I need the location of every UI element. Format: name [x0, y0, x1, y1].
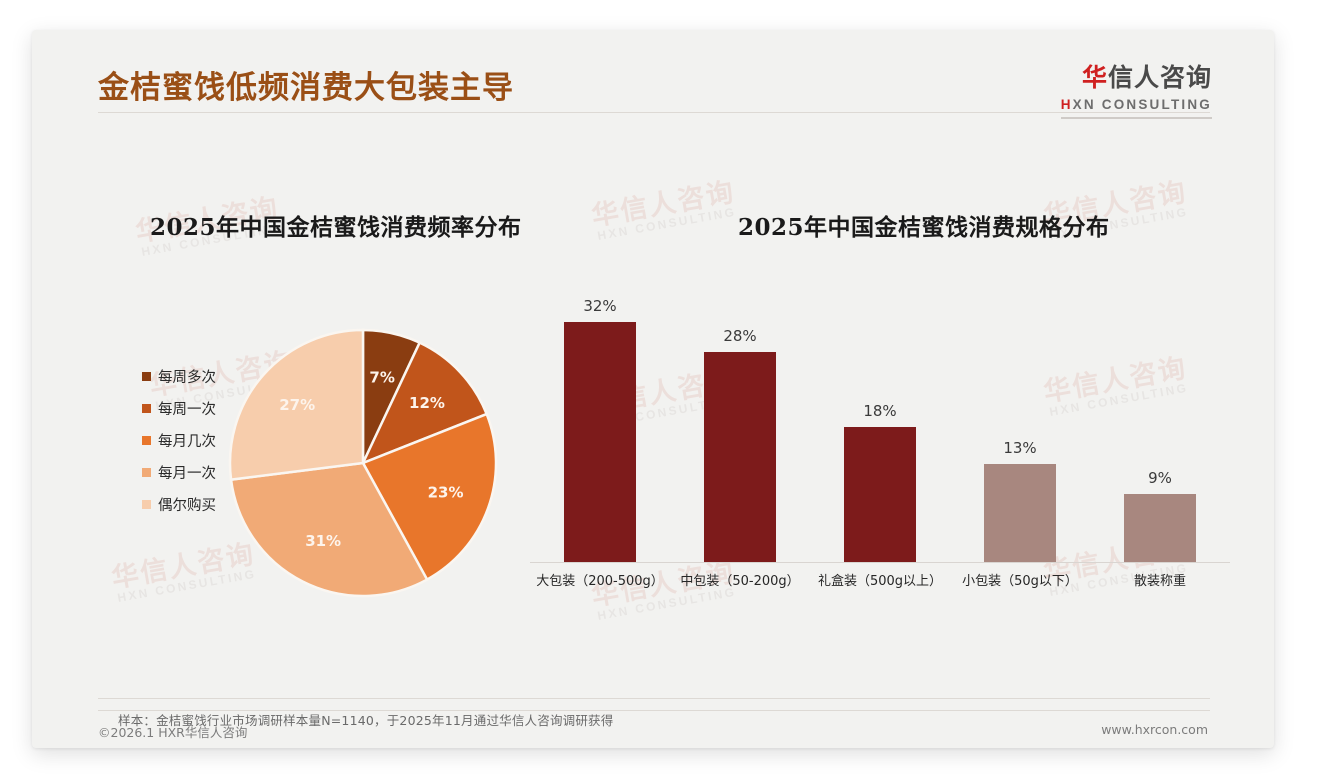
pie-slice[interactable]: [360, 340, 489, 466]
slide-footer: ©2026.1 HXR华信人咨询 www.hxrcon.com: [32, 710, 1274, 748]
bar-rect[interactable]: [704, 351, 776, 562]
logo-english: HXN CONSULTING: [1061, 97, 1212, 112]
watermark-en: HXN CONSULTING: [596, 205, 738, 244]
pie-slice[interactable]: [229, 461, 429, 598]
sample-footnote: 样本：金桔蜜饯行业市场调研样本量N=1140，于2025年11月通过华信人咨询调…: [118, 713, 614, 728]
footnote-divider: [98, 698, 1210, 699]
logo-underline: [1060, 117, 1212, 119]
bar-category-label: 大包装（200-500g）: [536, 574, 664, 589]
logo-chinese-rest: 信人咨询: [1107, 63, 1212, 92]
bar-category-label: 中包装（50-200g）: [680, 574, 800, 589]
bar-column[interactable]: 18%: [844, 402, 916, 562]
legend-swatch-icon: [142, 435, 151, 445]
pie-legend-item[interactable]: 偶尔购买: [142, 488, 216, 520]
pie-svg: 7% 12% 23% 31% 27%: [228, 328, 498, 598]
bar-rect[interactable]: [984, 464, 1056, 562]
bar-value-label: 13%: [1003, 439, 1037, 458]
bar-column[interactable]: 32%: [564, 297, 636, 562]
bar-column[interactable]: 9%: [1124, 469, 1196, 562]
bar-baseline-axis: [530, 562, 1230, 563]
pie-legend-label: 每月一次: [158, 465, 216, 482]
bar-value-label: 32%: [583, 296, 617, 315]
legend-swatch-icon: [142, 499, 151, 509]
logo-english-accent: H: [1060, 97, 1073, 112]
right-chart-title: 2025年中国金桔蜜饯消费规格分布: [738, 214, 1110, 241]
pie-legend: 每周多次每周一次每月几次每月一次偶尔购买: [142, 360, 216, 520]
bar-column[interactable]: 28%: [704, 327, 776, 562]
bar-value-label: 18%: [863, 401, 897, 420]
pie-slice-value: 31%: [305, 532, 341, 550]
bar-value-label: 9%: [1148, 469, 1172, 488]
copyright-text: ©2026.1 HXR华信人咨询: [98, 725, 248, 740]
pie-slice-value: 23%: [428, 484, 464, 502]
pie-legend-item[interactable]: 每周多次: [142, 360, 216, 392]
pie-legend-label: 每周多次: [158, 369, 216, 386]
left-chart-title: 2025年中国金桔蜜饯消费频率分布: [150, 214, 522, 241]
pie-legend-item[interactable]: 每月一次: [142, 456, 216, 488]
legend-swatch-icon: [142, 403, 151, 413]
slide-header: 金桔蜜饯低频消费大包装主导 华信人咨询 HXN CONSULTING: [32, 30, 1274, 130]
slide-card: 华信人咨询 HXN CONSULTING 华信人咨询 HXN CONSULTIN…: [32, 30, 1274, 748]
watermark-cn: 华信人咨询: [589, 176, 738, 232]
pie-slice[interactable]: [228, 328, 365, 482]
pie-slice-value: 12%: [409, 394, 445, 412]
bar-category-label: 散装称重: [1133, 574, 1186, 589]
frequency-pie-chart: 每周多次每周一次每月几次每月一次偶尔购买 7% 12% 23% 31% 27%: [132, 310, 532, 620]
header-divider: [98, 112, 1210, 113]
bar-plot-area: 32% 28% 18% 13% 9%: [530, 280, 1230, 563]
website-url[interactable]: www.hxrcon.com: [1101, 722, 1208, 737]
bar-rect[interactable]: [1124, 494, 1196, 562]
pie-legend-label: 每月几次: [158, 433, 216, 450]
page-title: 金桔蜜饯低频消费大包装主导: [98, 70, 514, 106]
watermark: 华信人咨询 HXN CONSULTING: [589, 176, 740, 244]
brand-logo: 华信人咨询 HXN CONSULTING: [1060, 58, 1212, 119]
pie-slice-value: 7%: [369, 368, 394, 386]
pie-slice[interactable]: [361, 412, 498, 582]
spec-bar-chart: 32% 28% 18% 13% 9% 大包装（200-500g） 中包装（50-200g）…: [530, 280, 1230, 600]
logo-accent-char: 华: [1081, 63, 1108, 92]
bar-category-label: 礼盒装（500g以上）: [817, 574, 943, 589]
bar-rect[interactable]: [844, 426, 916, 562]
pie-slice-value: 27%: [279, 396, 315, 414]
logo-chinese: 华信人咨询: [1061, 58, 1212, 94]
pie-legend-label: 偶尔购买: [158, 497, 216, 514]
footer-divider: [98, 710, 1210, 711]
bar-category-label: 小包装（50g以下）: [962, 574, 1078, 589]
legend-swatch-icon: [142, 467, 151, 477]
bar-column[interactable]: 13%: [984, 439, 1056, 562]
legend-swatch-icon: [142, 371, 151, 381]
pie-legend-item[interactable]: 每周一次: [142, 392, 216, 424]
bar-rect[interactable]: [564, 321, 636, 562]
pie-legend-label: 每周一次: [158, 401, 216, 418]
logo-english-rest: XN CONSULTING: [1072, 97, 1212, 112]
pie-legend-item[interactable]: 每月几次: [142, 424, 216, 456]
bar-value-label: 28%: [723, 326, 757, 345]
